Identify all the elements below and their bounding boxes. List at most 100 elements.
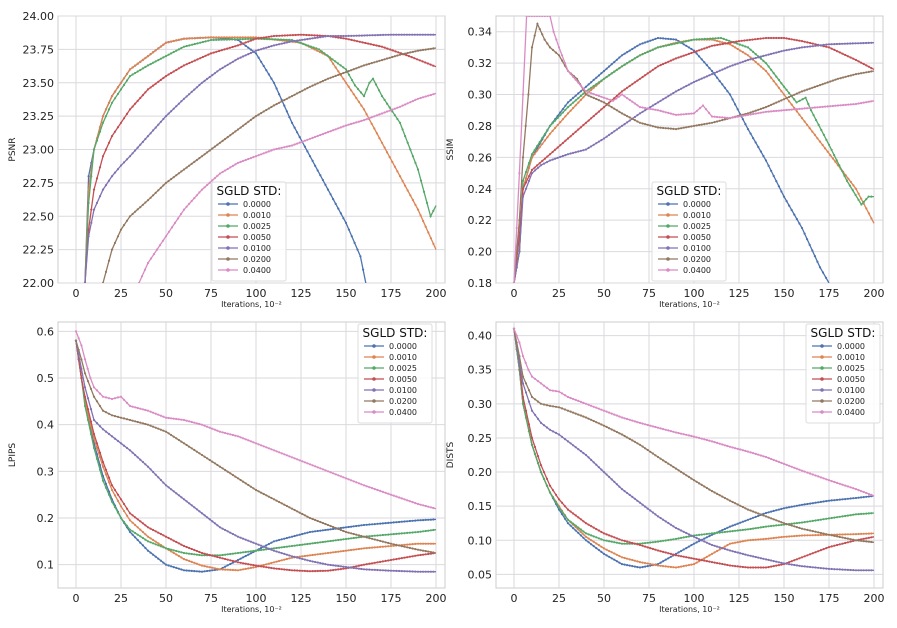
data-point xyxy=(419,96,422,100)
data-point xyxy=(342,549,345,553)
data-point xyxy=(154,82,157,85)
data-point xyxy=(315,47,318,50)
data-point xyxy=(626,86,629,89)
data-point xyxy=(731,64,734,67)
data-point xyxy=(218,141,222,144)
data-point xyxy=(278,551,281,554)
data-point xyxy=(419,49,422,52)
data-point xyxy=(698,49,701,52)
data-point xyxy=(592,526,595,529)
data-point xyxy=(146,465,150,468)
data-point xyxy=(162,76,165,80)
data-point xyxy=(636,44,639,47)
data-point xyxy=(324,569,327,572)
data-point xyxy=(800,46,804,49)
data-point xyxy=(159,428,162,431)
data-point xyxy=(209,36,213,39)
data-point xyxy=(577,399,580,402)
data-point xyxy=(533,166,536,169)
data-point xyxy=(254,542,258,545)
data-point xyxy=(812,114,815,117)
data-point xyxy=(172,176,175,179)
data-point xyxy=(782,522,786,525)
data-point xyxy=(104,396,108,399)
data-point xyxy=(795,39,799,42)
data-point xyxy=(98,130,102,133)
y-tick-label: 22.50 xyxy=(23,210,55,223)
data-point xyxy=(139,528,142,531)
data-point xyxy=(595,536,598,539)
data-point xyxy=(605,425,608,428)
data-point xyxy=(644,41,647,44)
data-point xyxy=(752,538,755,542)
data-point xyxy=(788,535,791,538)
data-point xyxy=(144,538,147,541)
data-point xyxy=(387,33,390,36)
data-point xyxy=(149,410,152,413)
data-point xyxy=(319,529,322,532)
data-point xyxy=(242,437,245,440)
data-point xyxy=(780,50,783,53)
data-point xyxy=(615,68,619,71)
data-point xyxy=(628,49,631,52)
data-point xyxy=(149,86,152,89)
data-point xyxy=(736,108,739,111)
data-point xyxy=(698,538,701,541)
data-point xyxy=(383,98,386,101)
data-point xyxy=(342,77,345,80)
data-point xyxy=(793,563,796,567)
data-point xyxy=(342,529,345,533)
data-point xyxy=(687,125,691,128)
data-point xyxy=(695,79,698,82)
data-point xyxy=(561,111,565,114)
data-point xyxy=(762,67,765,70)
data-point xyxy=(772,52,775,55)
data-point xyxy=(229,166,232,169)
data-point xyxy=(347,525,350,529)
data-point xyxy=(172,107,175,110)
data-point xyxy=(107,412,111,415)
data-point xyxy=(587,119,590,122)
data-point xyxy=(342,565,345,568)
data-point xyxy=(600,79,603,82)
y-tick-label: 0.30 xyxy=(468,398,493,411)
data-point xyxy=(98,126,102,129)
data-point xyxy=(167,230,171,233)
data-point xyxy=(283,545,286,549)
data-point xyxy=(234,45,237,48)
data-point xyxy=(597,140,601,143)
data-point xyxy=(710,115,714,118)
data-point xyxy=(175,549,178,553)
data-point xyxy=(833,154,836,157)
data-point xyxy=(548,404,552,407)
data-point xyxy=(172,539,175,542)
data-point xyxy=(741,528,745,532)
data-point xyxy=(554,126,557,130)
data-point xyxy=(744,519,747,522)
data-point xyxy=(355,548,358,551)
data-point xyxy=(592,84,595,88)
data-point xyxy=(134,523,137,527)
data-point xyxy=(867,512,871,515)
data-point xyxy=(808,127,811,130)
data-point xyxy=(355,524,358,528)
data-point xyxy=(206,457,209,460)
data-point xyxy=(649,107,652,110)
data-point xyxy=(162,415,165,418)
data-point xyxy=(800,117,804,120)
data-point xyxy=(602,539,606,542)
data-point xyxy=(809,520,812,523)
data-point xyxy=(416,33,419,36)
data-point xyxy=(339,528,342,532)
data-point xyxy=(803,40,806,43)
data-point xyxy=(545,386,549,389)
data-point xyxy=(86,418,90,422)
data-point xyxy=(836,104,840,107)
data-point xyxy=(80,344,83,347)
data-point xyxy=(788,523,791,526)
data-point xyxy=(677,88,680,92)
data-point xyxy=(830,480,833,483)
data-point xyxy=(582,123,585,127)
data-point xyxy=(314,465,317,468)
data-point xyxy=(296,569,299,572)
